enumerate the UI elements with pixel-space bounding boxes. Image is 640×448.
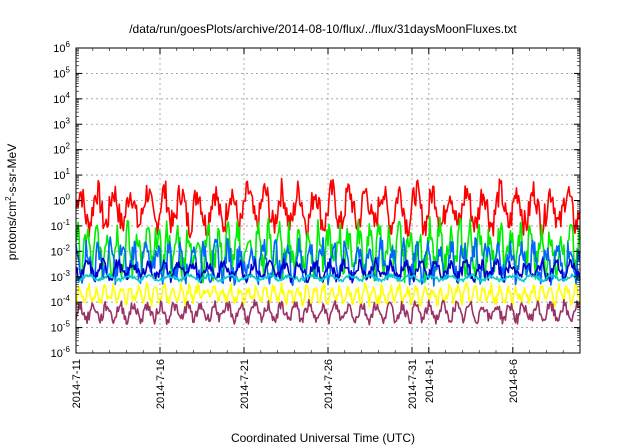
y-tick-label: 105 bbox=[53, 65, 70, 80]
y-tick-label: 101 bbox=[53, 167, 70, 182]
y-tick-label: 100 bbox=[53, 193, 70, 208]
y-tick-label: 106 bbox=[53, 40, 70, 55]
y-axis: 10-6 10-5 10-4 10-3 10-2 10-1 100 101 102 103 104 1… bbox=[51, 40, 580, 360]
y-tick-label: 10-1 bbox=[51, 218, 71, 233]
series-line bbox=[75, 236, 581, 287]
series-line bbox=[75, 272, 581, 283]
x-tick-label: 2014-7-26 bbox=[323, 359, 335, 409]
x-tick-label: 2014-7-16 bbox=[155, 359, 167, 409]
x-axis: 2014-7-11 2014-7-16 2014-7-21 2014-7-26 2014… bbox=[71, 48, 564, 409]
series-line bbox=[75, 257, 581, 284]
y-tick-label: 10-3 bbox=[51, 269, 71, 284]
y-tick-label: 102 bbox=[53, 142, 70, 157]
x-tick-label: 2014-8-1 bbox=[424, 359, 436, 403]
x-tick-label: 2014-7-31 bbox=[407, 359, 419, 409]
y-tick-label: 103 bbox=[53, 116, 70, 131]
series-line bbox=[75, 177, 581, 239]
series-line bbox=[75, 298, 581, 326]
x-tick-label: 2014-8-6 bbox=[508, 359, 520, 403]
y-tick-label: 104 bbox=[53, 91, 70, 106]
x-tick-label: 2014-7-21 bbox=[239, 359, 251, 409]
y-tick-label: 10-2 bbox=[51, 243, 71, 258]
y-tick-label: 10-4 bbox=[51, 294, 71, 309]
chart-title: /data/run/goesPlots/archive/2014-08-10/f… bbox=[129, 22, 517, 36]
x-axis-label: Coordinated Universal Time (UTC) bbox=[231, 431, 415, 445]
series-layer bbox=[75, 177, 581, 326]
y-tick-label: 10-5 bbox=[51, 320, 71, 335]
x-tick-label: 2014-7-11 bbox=[71, 359, 83, 408]
y-axis-label: protons/cm2-s-sr-MeV bbox=[4, 144, 19, 260]
y-tick-label: 10-6 bbox=[51, 345, 71, 360]
